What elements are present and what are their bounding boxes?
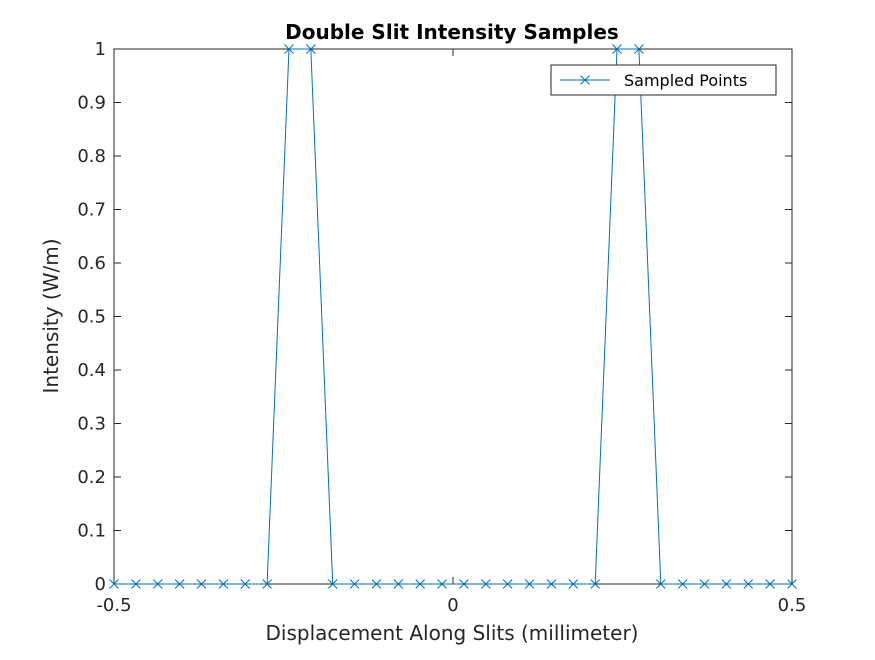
- data-point-marker: [743, 579, 754, 589]
- legend-marker: [580, 75, 590, 85]
- x-tick-label: -0.5: [96, 595, 131, 616]
- data-point-marker: [174, 579, 185, 589]
- y-tick-label: 0.8: [77, 146, 106, 167]
- data-point-marker: [393, 579, 404, 589]
- data-point-marker: [721, 579, 732, 589]
- data-point-marker: [109, 579, 119, 589]
- data-point-marker: [437, 579, 447, 589]
- x-tick-label: 0.5: [778, 595, 807, 616]
- chart-title: Double Slit Intensity Samples: [285, 20, 619, 44]
- y-tick-label: 0.5: [77, 307, 106, 328]
- data-point-marker: [152, 579, 163, 589]
- data-point-marker: [634, 44, 644, 54]
- data-point-marker: [546, 579, 557, 589]
- data-point-marker: [787, 579, 797, 589]
- data-point-marker: [590, 579, 601, 589]
- data-point-marker: [677, 579, 688, 589]
- data-point-marker: [131, 579, 141, 589]
- y-tick-label: 0.6: [77, 253, 106, 274]
- y-tick-label: 0.1: [77, 521, 106, 542]
- y-tick-label: 0: [95, 574, 106, 595]
- data-point-marker: [196, 579, 207, 589]
- data-point-marker: [568, 579, 579, 589]
- data-point-marker: [349, 579, 360, 589]
- data-point-marker: [480, 579, 491, 589]
- data-point-marker: [699, 579, 710, 589]
- y-tick-label: 0.9: [77, 93, 106, 114]
- y-tick-label: 0.3: [77, 414, 106, 435]
- series-line: [114, 48, 792, 585]
- y-tick-label: 0.2: [77, 467, 106, 488]
- data-point-marker: [240, 579, 251, 589]
- data-point-marker: [655, 579, 666, 589]
- data-point-marker: [262, 579, 272, 589]
- data-point-marker: [415, 579, 426, 589]
- y-tick-label: 0.4: [77, 360, 106, 381]
- legend-label: Sampled Points: [624, 71, 747, 90]
- axes-box: [113, 48, 793, 585]
- y-tick-label: 0.7: [77, 200, 106, 221]
- data-point-marker: [765, 579, 775, 589]
- data-point-marker: [371, 579, 382, 589]
- data-point-marker: [218, 579, 229, 589]
- plot-area: 00.10.20.30.40.50.60.70.80.91-0.5 0 0.5Sam…: [77, 39, 806, 616]
- data-point-marker: [305, 44, 316, 54]
- x-tick-label: 0: [447, 595, 458, 616]
- data-point-marker: [502, 579, 513, 589]
- y-axis-label: Intensity (W/m): [39, 238, 63, 393]
- data-point-marker: [459, 579, 469, 589]
- x-axis-label: Displacement Along Slits (millimeter): [266, 621, 639, 645]
- y-tick-label: 1: [95, 39, 106, 60]
- data-point-marker: [524, 579, 535, 589]
- data-point-marker: [284, 44, 294, 54]
- data-point-marker: [327, 579, 338, 589]
- data-point-marker: [612, 44, 622, 54]
